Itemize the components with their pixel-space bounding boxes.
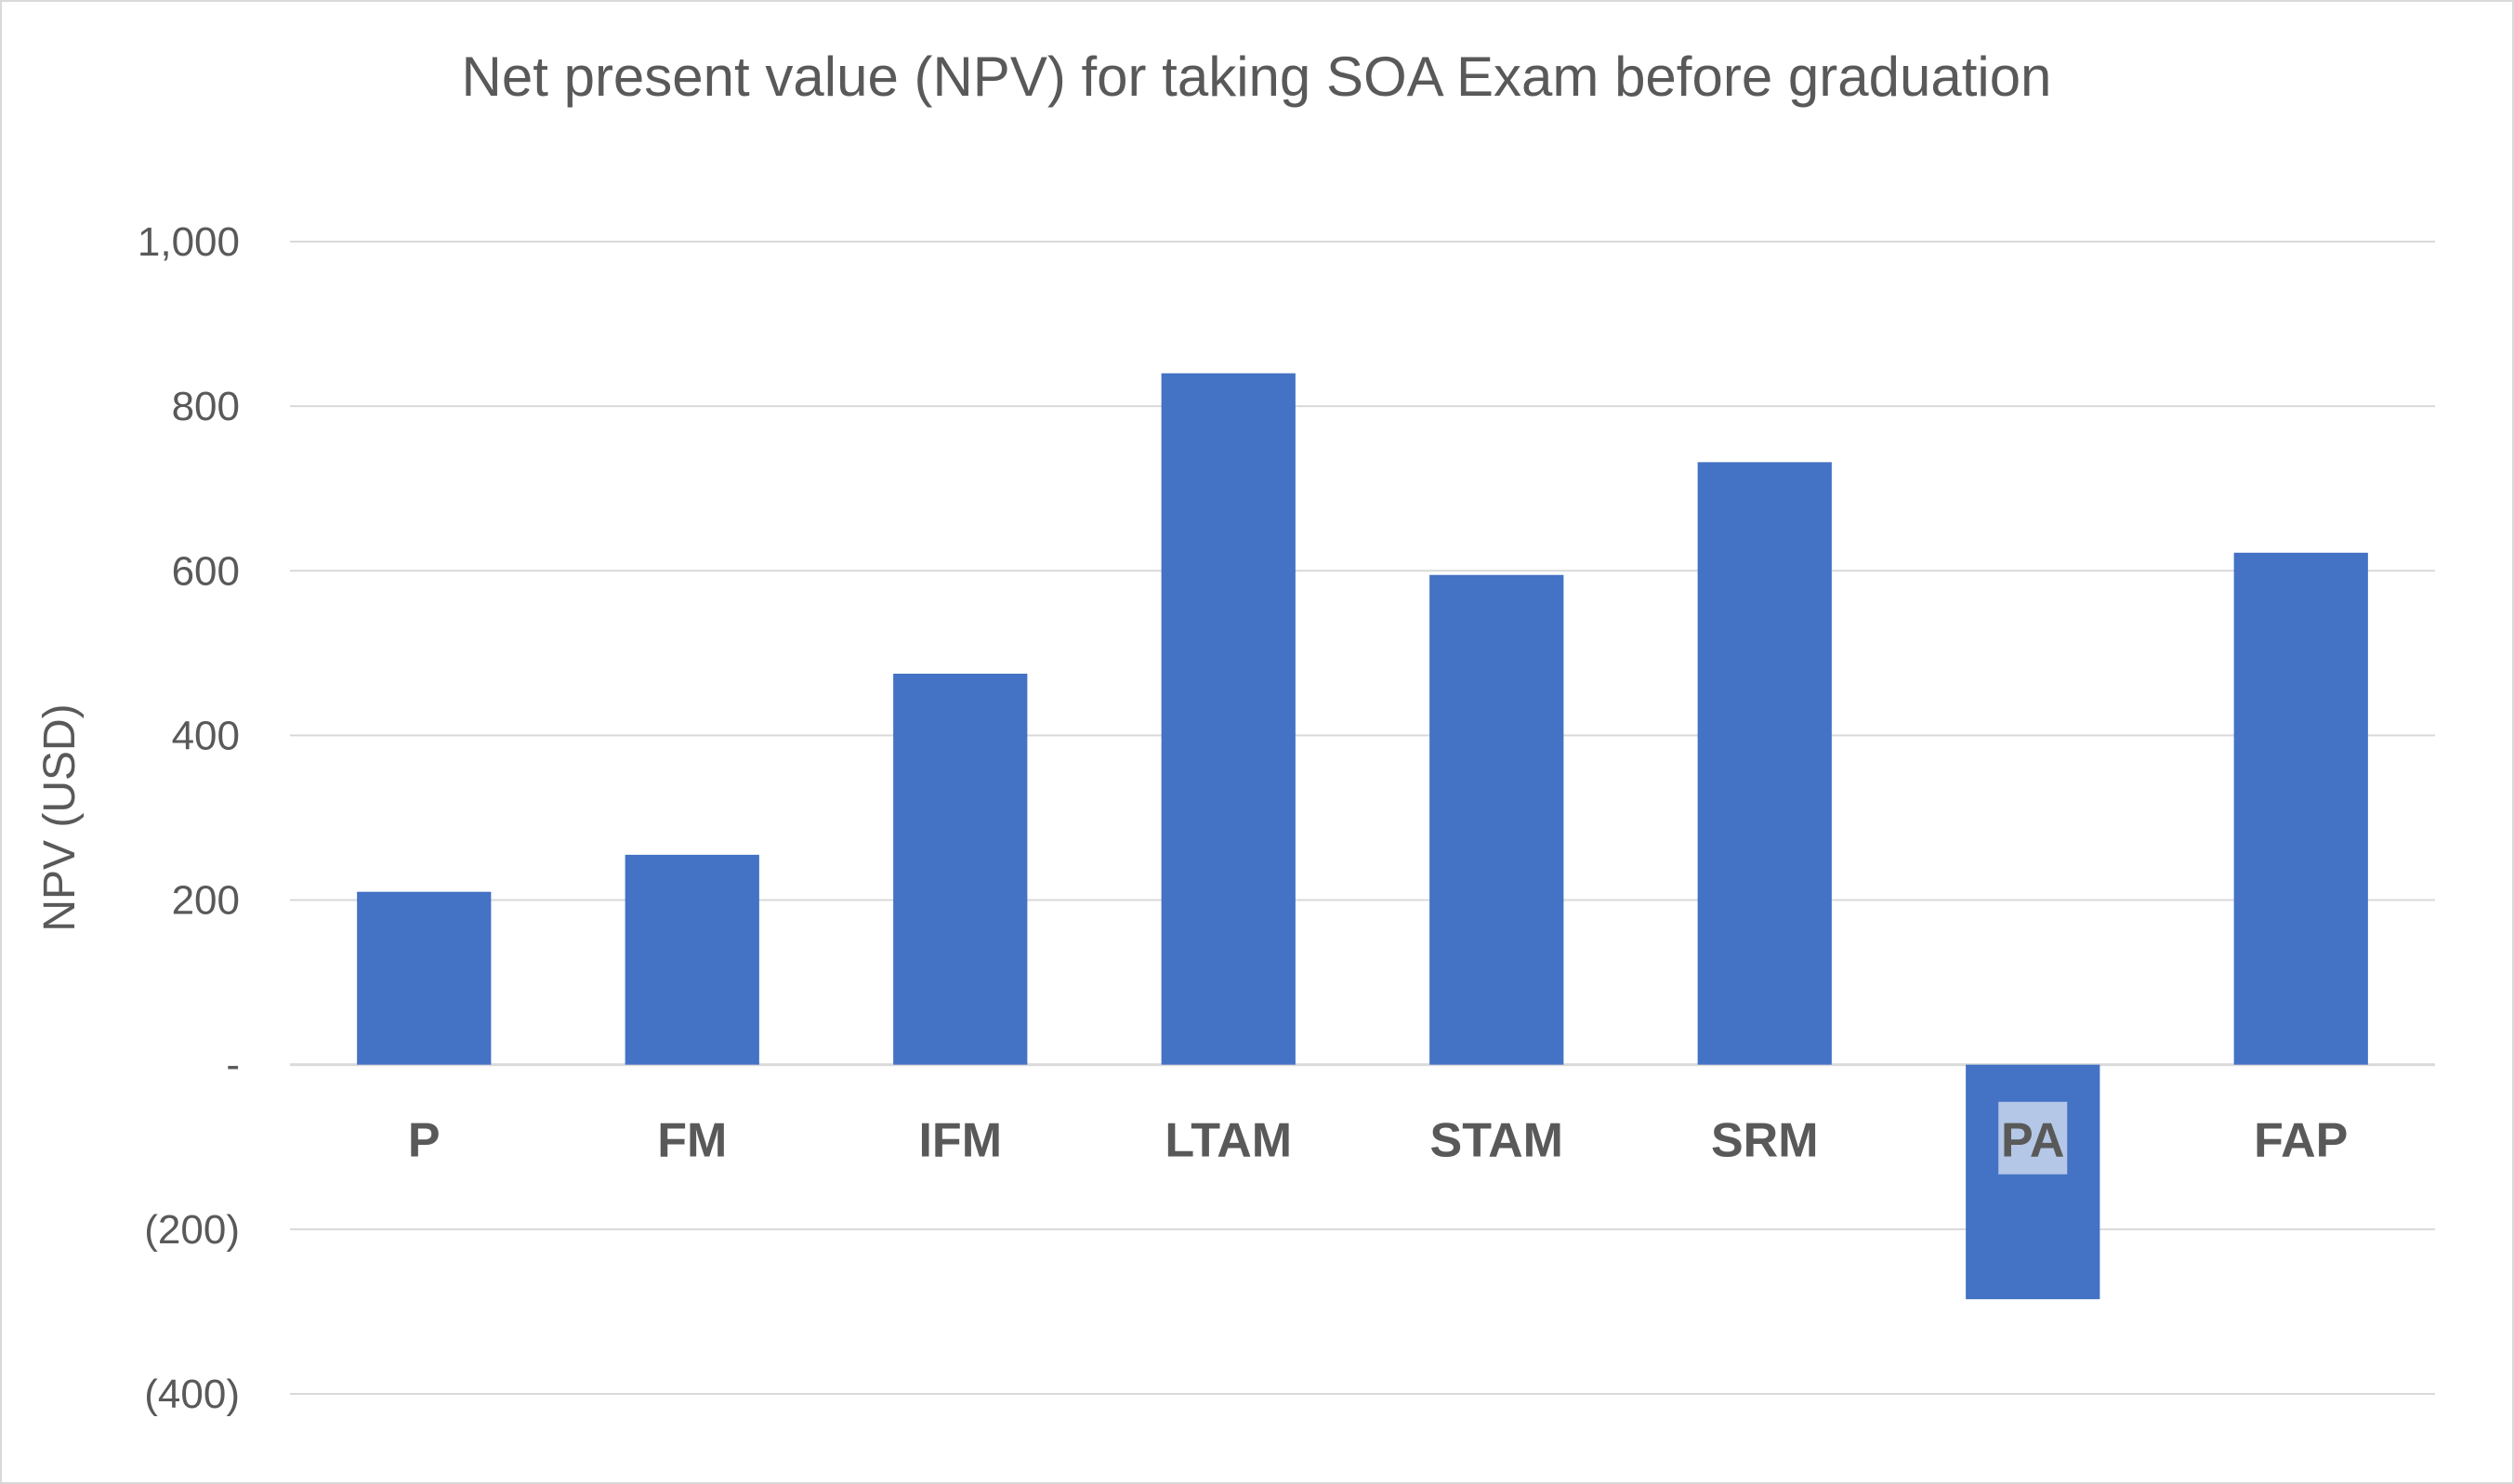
- x-tick-label: PA: [2001, 1114, 2064, 1168]
- label-selection-highlight: [1998, 1101, 2068, 1175]
- x-tick-label: FAP: [2254, 1114, 2348, 1168]
- bar-ifm: [893, 674, 1028, 1065]
- y-tick-label: 800: [172, 384, 240, 429]
- gridlines: [290, 241, 2435, 1395]
- y-tick-label: (400): [144, 1372, 240, 1417]
- bar-stam: [1429, 574, 1564, 1065]
- bar-fap: [2233, 552, 2368, 1065]
- x-tick-label: IFM: [918, 1114, 1002, 1168]
- bar-pa: [1966, 1064, 2100, 1300]
- x-tick-label: LTAM: [1165, 1114, 1292, 1168]
- x-axis-ticks: P FM IFM LTAM STAM SRM PA FAP: [408, 1101, 2348, 1175]
- y-axis-ticks: (400) (200) - 200 400 600 800 1,000: [138, 219, 240, 1417]
- bar-ltam: [1161, 373, 1296, 1065]
- chart-title: Net present value (NPV) for taking SOA E…: [462, 46, 2052, 108]
- y-tick-label: 400: [172, 713, 240, 758]
- x-tick-label: FM: [657, 1114, 727, 1168]
- y-tick-label: (200): [144, 1207, 240, 1253]
- bar-srm: [1697, 462, 1832, 1065]
- y-tick-label: 600: [172, 548, 240, 594]
- y-axis-label: NPV (USD): [35, 703, 85, 931]
- bar-fm: [625, 854, 759, 1065]
- bars: [357, 373, 2368, 1300]
- y-tick-label: 200: [172, 878, 240, 924]
- x-tick-label: P: [408, 1114, 441, 1168]
- x-tick-label: SRM: [1711, 1114, 1819, 1168]
- x-tick-label: STAM: [1430, 1114, 1563, 1168]
- bar-p: [357, 891, 492, 1065]
- y-tick-label: -: [226, 1043, 240, 1088]
- y-tick-label: 1,000: [138, 219, 240, 265]
